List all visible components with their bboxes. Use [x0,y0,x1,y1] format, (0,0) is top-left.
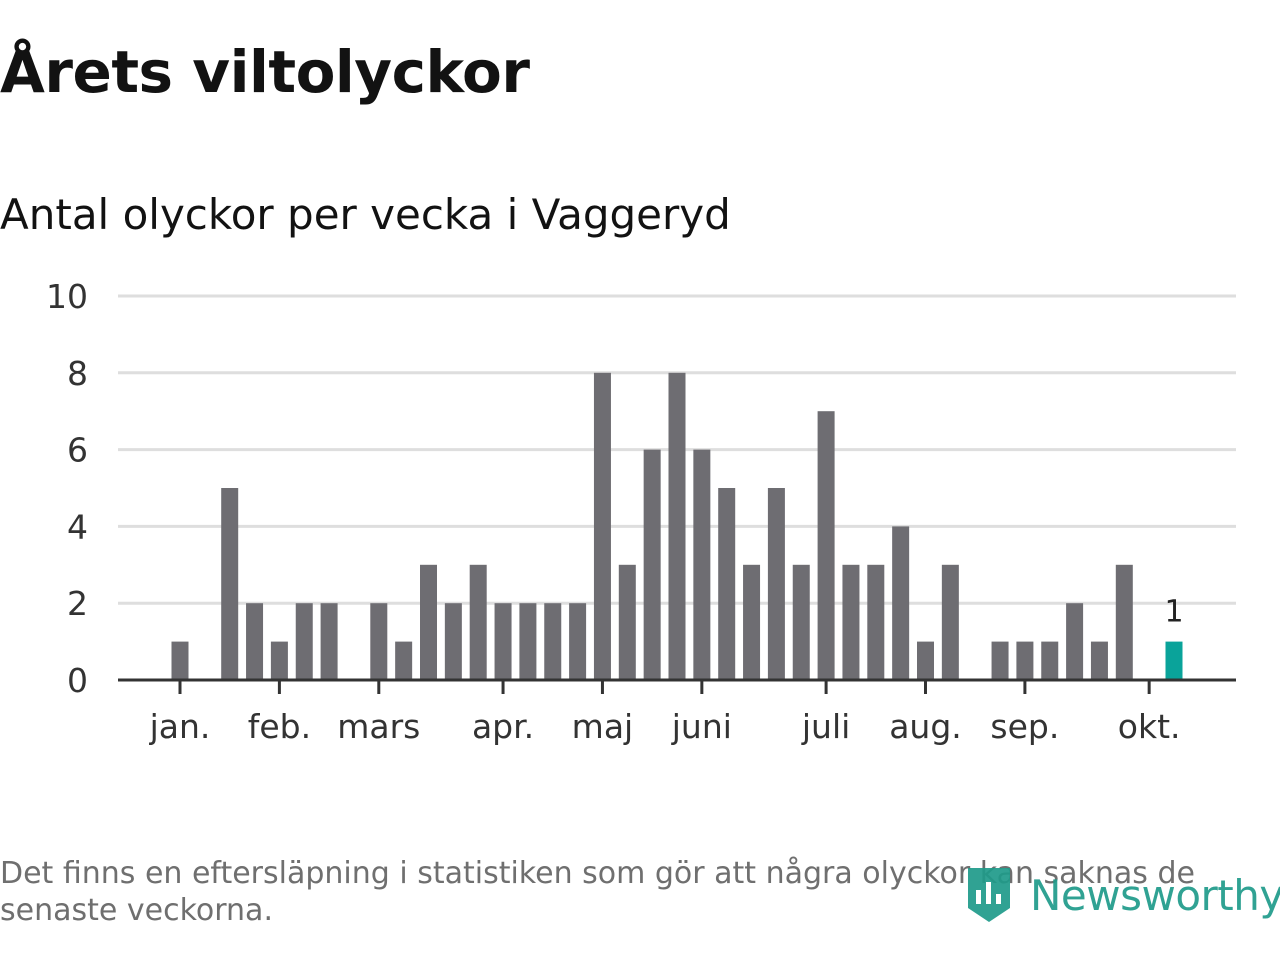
bars [171,372,1183,680]
y-axis-labels: 0 2 4 6 8 10 [46,277,88,700]
bar-week-38 [1090,641,1108,680]
bar-week-24 [743,564,761,680]
logo-text: Newsworthy [1030,870,1280,920]
bar-week-18 [593,372,611,680]
bar-week-25 [767,488,785,680]
bar-week-30 [892,526,910,680]
y-tick-label-4: 4 [67,507,88,546]
bar-week-41 [1165,641,1183,680]
highlight-value-label: 1 [1164,595,1183,630]
y-tick-label-10: 10 [46,277,88,316]
x-tick-label: maj [572,707,634,746]
bar-week-9 [370,603,388,680]
bar-week-31 [917,641,934,680]
x-tick-label: sep. [990,707,1059,746]
bar-week-39 [1115,564,1133,680]
x-tick-label: feb. [248,707,311,746]
bar-week-17 [569,603,587,680]
bar-week-14 [494,603,512,680]
newsworthy-logo-icon [968,868,1010,922]
bar-week-7 [320,603,338,680]
bar-week-13 [469,564,487,680]
bar-week-32 [941,564,959,680]
bar-week-15 [519,603,537,680]
x-tick-label: okt. [1118,707,1181,746]
bar-week-36 [1041,641,1059,680]
bar-week-37 [1066,603,1084,680]
y-tick-label-8: 8 [67,354,88,393]
bar-week-4 [246,603,264,680]
value-labels: 1 [1164,595,1183,630]
x-tick-label: aug. [889,707,962,746]
x-tick-label: juni [671,707,732,746]
bar-week-10 [395,641,413,680]
y-tick-label-6: 6 [67,431,88,470]
bar-week-21 [668,372,686,680]
bar-week-20 [643,449,661,680]
bar-week-6 [295,603,313,680]
bar-week-35 [1016,641,1034,680]
y-tick-label-2: 2 [67,584,88,623]
bar-week-12 [444,603,462,680]
bar-week-27 [817,411,835,680]
bar-week-1 [171,641,189,680]
bar-week-22 [693,449,711,680]
bar-week-19 [618,564,636,680]
bar-week-11 [420,564,437,680]
x-axis-ticks: jan. feb. mars apr. maj juni juli aug. sep. okt. [149,680,1181,746]
newsworthy-logo: Newsworthy [964,862,1280,928]
bar-week-28 [842,564,860,680]
bar-week-5 [270,641,288,680]
chart-subtitle: Antal olyckor per vecka i Vaggeryd [0,190,731,239]
bar-week-16 [544,603,562,680]
y-tick-label-0: 0 [67,661,88,700]
x-tick-label: jan. [149,707,211,746]
bar-week-3 [221,488,239,680]
x-tick-label: apr. [472,707,534,746]
bar-week-29 [867,564,885,680]
bar-week-26 [792,564,810,680]
x-tick-label: juli [801,707,850,746]
chart-title: Årets viltolyckor [0,38,530,106]
x-tick-label: mars [337,707,420,746]
bar-chart: 0 2 4 6 8 10 jan. feb. mars apr. maj juni juli aug. s… [46,277,1236,746]
bar-week-23 [718,488,736,680]
bar-week-34 [991,641,1009,680]
